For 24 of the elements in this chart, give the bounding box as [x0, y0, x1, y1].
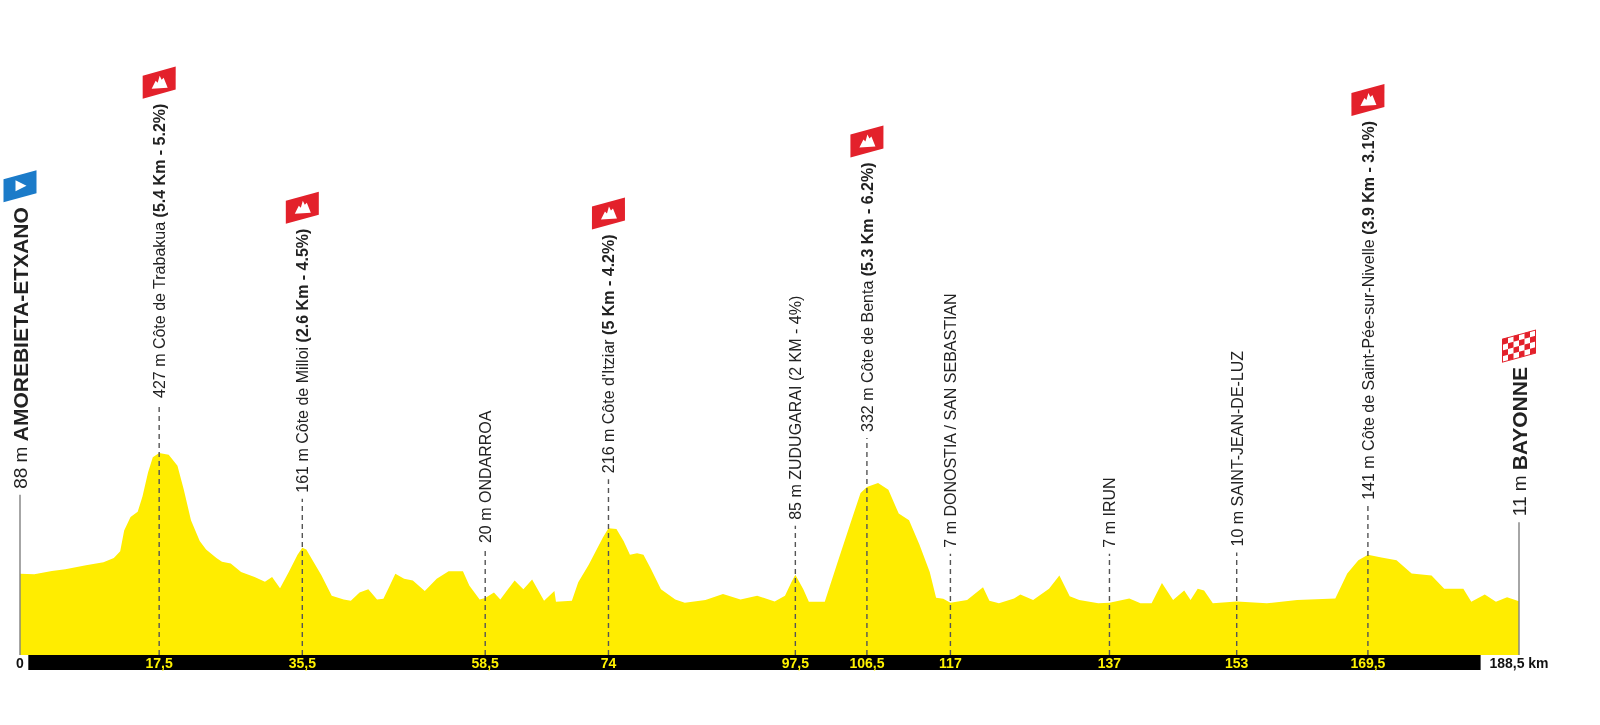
x-tick-label: 117 — [939, 654, 962, 671]
x-tick-label: 169,5 — [1350, 654, 1386, 671]
ref-line-label: 20 m ONDARROA — [476, 410, 494, 544]
ref-line-label: 7 m DONOSTIA / SAN SEBASTIAN — [941, 293, 959, 548]
x-tick-label: 0 — [16, 654, 25, 671]
x-tick-label: 153 — [1225, 654, 1249, 671]
ref-line-label: 216 m Côte d'Itziar (5 Km - 4.2%) — [599, 234, 617, 474]
ref-line-label: 332 m Côte de Benta (5.3 Km - 6.2%) — [858, 162, 876, 432]
ref-line-label: 141 m Côte de Saint-Pée-sur-Nivelle (3.9 Km - 3.1%) — [1359, 120, 1377, 500]
ref-line-label: 88 m AMOREBIETA-ETXANO — [8, 207, 32, 489]
ref-line-label: 85 m ZUDUGARAI (2 KM - 4%) — [786, 295, 804, 520]
ref-line-label: 10 m SAINT-JEAN-DE-LUZ — [1228, 350, 1246, 547]
x-tick-label: 74 — [600, 654, 617, 671]
ref-line-label: 7 m IRUN — [1100, 477, 1118, 548]
x-tick-label: 106,5 — [849, 654, 885, 671]
ref-line-label: 427 m Côte de Trabakua (5.4 Km - 5.2%) — [150, 103, 168, 398]
x-tick-label: 17,5 — [145, 654, 173, 671]
x-tick-label: 58,5 — [471, 654, 500, 671]
x-tick-label: 97,5 — [781, 654, 810, 671]
x-tick-label: 188,5 km — [1489, 654, 1549, 671]
x-tick-label: 137 — [1097, 654, 1122, 671]
x-tick-label: 35,5 — [288, 654, 317, 671]
ref-line-label: 161 m Côte de Milloi (2.6 Km - 4.5%) — [293, 228, 311, 493]
ref-line-label: 11 m BAYONNE — [1507, 367, 1531, 517]
